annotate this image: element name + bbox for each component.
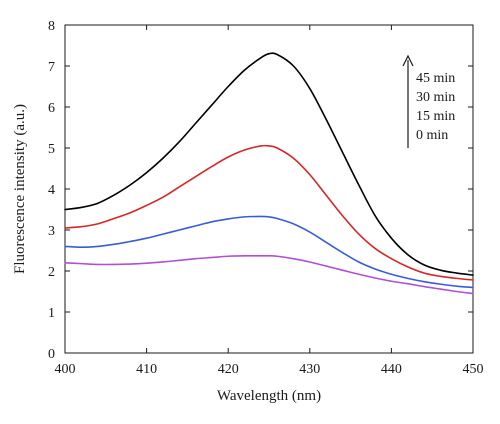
- legend-label: 45 min: [416, 71, 455, 86]
- y-tick-label: 3: [48, 224, 55, 239]
- series-line-30-min: [64, 144, 474, 281]
- x-tick-label: 430: [299, 362, 320, 377]
- y-axis-title: Fluorescence intensity (a.u.): [12, 104, 28, 274]
- legend-label: 0 min: [416, 128, 448, 143]
- y-tick-label: 2: [48, 265, 55, 280]
- legend-label: 30 min: [416, 90, 455, 105]
- y-tick-label: 0: [48, 347, 55, 362]
- x-tick-label: 420: [218, 362, 239, 377]
- y-axis: 0 1 2 3 4 5 6 7 8: [48, 19, 473, 362]
- x-tick-label: 410: [136, 362, 157, 377]
- series-line-45-min: [64, 52, 474, 276]
- y-tick-label: 7: [48, 60, 55, 75]
- x-tick-label: 440: [381, 362, 402, 377]
- y-tick-label: 4: [48, 183, 55, 198]
- legend-arrow-head: [402, 54, 414, 67]
- legend-label: 15 min: [416, 109, 455, 124]
- x-tick-label: 450: [463, 362, 484, 377]
- x-axis-title: Wavelength (nm): [217, 388, 321, 404]
- series-layer: [64, 52, 474, 295]
- plot-frame: [64, 24, 474, 354]
- x-tick-label: 400: [55, 362, 76, 377]
- y-tick-label: 6: [48, 101, 55, 116]
- legend: 45 min 30 min 15 min 0 min: [402, 54, 455, 148]
- y-tick-label: 5: [48, 142, 55, 157]
- y-tick-label: 1: [48, 306, 55, 321]
- series-line-15-min: [64, 215, 474, 289]
- y-tick-label: 8: [48, 19, 55, 34]
- x-axis: 400 410 420 430 440 450: [55, 25, 484, 377]
- series-line-0-min: [64, 254, 474, 295]
